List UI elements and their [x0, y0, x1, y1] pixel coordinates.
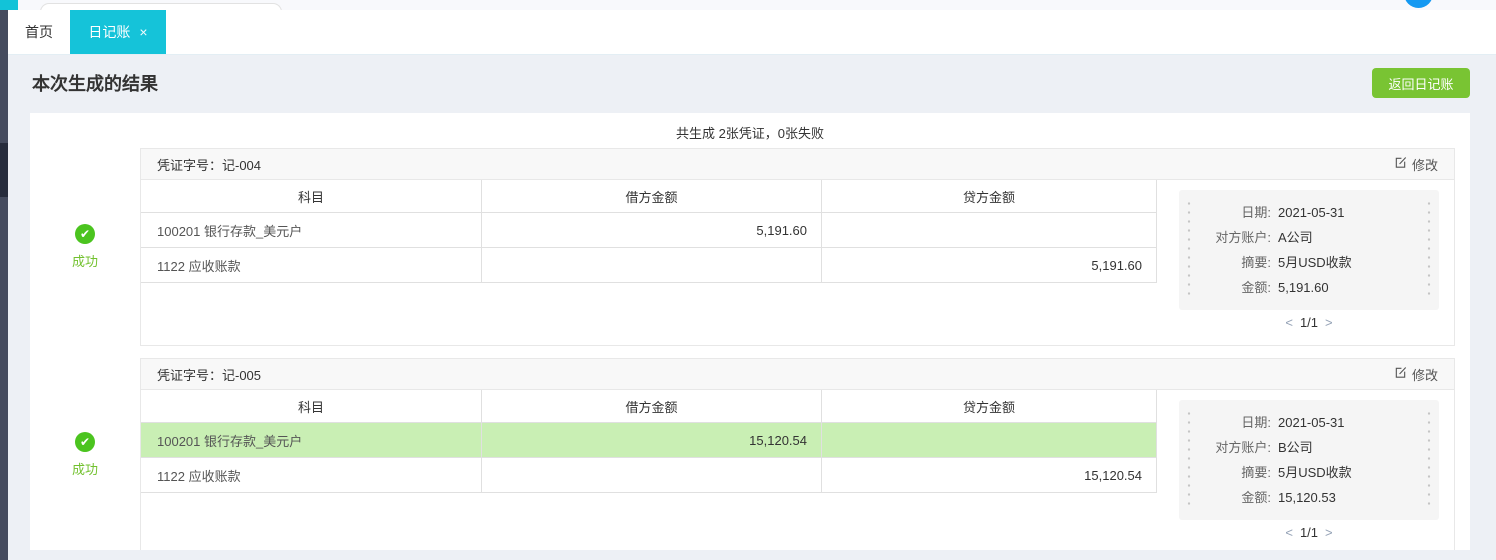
amount-label: 金额:	[1241, 280, 1271, 295]
cell-account: 1122 应收账款	[157, 468, 241, 484]
memo-label: 摘要:	[1241, 465, 1271, 480]
page-indicator: 1/1	[1299, 315, 1319, 330]
success-check-icon: ✔	[75, 224, 95, 244]
voucher-block-004: ✔ 成功 凭证字号：记-004 修改	[30, 148, 1470, 346]
amount-value: 5,191.60	[1278, 280, 1329, 295]
tab-journal-label: 日记账	[88, 24, 131, 40]
source-detail-card: 日期: 2021-05-31 对方账户: B公司 摘要: 5月USD收款 金额: 15,…	[1179, 400, 1439, 520]
voucher-card: 凭证字号：记-004 修改 科目 借方金额 贷方	[140, 148, 1455, 346]
cell-debit: 15,120.54	[481, 423, 821, 457]
voucher-number: 凭证字号：记-005	[157, 367, 262, 383]
voucher-block-005: ✔ 成功 凭证字号：记-005 修改	[30, 358, 1470, 550]
tab-home[interactable]: 首页	[25, 24, 53, 40]
col-debit: 借方金额	[481, 390, 821, 422]
cell-debit: 5,191.60	[481, 213, 821, 247]
detail-pagination: <1/1 >	[1179, 525, 1439, 540]
perforation-dots-right	[1427, 409, 1431, 511]
result-panel: 共生成 2张凭证，0张失败 ✔ 成功 凭证字号：记-004 修改	[30, 113, 1470, 550]
col-account: 科目	[297, 189, 324, 205]
prev-page-icon[interactable]: <	[1285, 525, 1293, 540]
col-credit: 贷方金额	[821, 390, 1156, 422]
table-row-highlighted[interactable]: 100201 银行存款_美元户 15,120.54	[141, 423, 1156, 458]
status-label: 成功	[71, 462, 98, 477]
date-value: 2021-05-31	[1278, 205, 1345, 220]
cell-credit	[821, 213, 1156, 247]
cell-credit: 5,191.60	[821, 248, 1156, 282]
voucher-header: 凭证字号：记-005 修改	[141, 359, 1454, 390]
counterparty-value: A公司	[1278, 230, 1313, 245]
cell-debit	[481, 248, 821, 282]
cell-credit	[821, 423, 1156, 457]
cell-account: 1122 应收账款	[157, 258, 241, 274]
detail-pagination: <1/1 >	[1179, 315, 1439, 330]
edit-icon	[1394, 156, 1407, 172]
cell-credit: 15,120.54	[821, 458, 1156, 492]
back-to-journal-button[interactable]: 返回日记账	[1372, 68, 1470, 98]
voucher-header: 凭证字号：记-004 修改	[141, 149, 1454, 180]
entries-table: 科目 借方金额 贷方金额 100201 银行存款_美元户 15,120.54 1…	[141, 390, 1157, 493]
counterparty-label: 对方账户:	[1215, 440, 1271, 455]
page-indicator: 1/1	[1299, 525, 1319, 540]
generation-summary: 共生成 2张凭证，0张失败	[675, 126, 825, 141]
memo-value: 5月USD收款	[1278, 255, 1352, 270]
edit-label: 修改	[1411, 157, 1438, 173]
collapsed-sidebar	[0, 10, 8, 560]
tab-bar: 首页 日记账 ×	[8, 10, 1496, 55]
edit-label: 修改	[1411, 367, 1438, 383]
tab-journal[interactable]: 日记账 ×	[70, 10, 166, 54]
memo-label: 摘要:	[1241, 255, 1271, 270]
status-success: ✔ 成功	[30, 148, 140, 346]
prev-page-icon[interactable]: <	[1285, 315, 1293, 330]
amount-label: 金额:	[1241, 490, 1271, 505]
table-row[interactable]: 100201 银行存款_美元户 5,191.60	[141, 213, 1156, 248]
top-strip	[0, 0, 1496, 16]
voucher-card: 凭证字号：记-005 修改 科目 借方金额 贷方	[140, 358, 1455, 550]
voucher-number: 凭证字号：记-004	[157, 157, 262, 173]
date-label: 日期:	[1241, 415, 1271, 430]
page-title: 本次生成的结果	[32, 74, 158, 94]
source-detail-card: 日期: 2021-05-31 对方账户: A公司 摘要: 5月USD收款 金额: 5,1…	[1179, 190, 1439, 310]
table-row[interactable]: 1122 应收账款 15,120.54	[141, 458, 1156, 493]
cell-debit	[481, 458, 821, 492]
cell-account: 100201 银行存款_美元户	[157, 223, 303, 239]
table-header-row: 科目 借方金额 贷方金额	[141, 180, 1156, 213]
status-label: 成功	[71, 254, 98, 269]
date-value: 2021-05-31	[1278, 415, 1345, 430]
edit-voucher-button[interactable]: 修改	[1394, 365, 1438, 384]
next-page-icon[interactable]: >	[1325, 315, 1333, 330]
perforation-dots-left	[1187, 199, 1191, 301]
counterparty-label: 对方账户:	[1215, 230, 1271, 245]
close-icon[interactable]: ×	[139, 24, 148, 40]
perforation-dots-right	[1427, 199, 1431, 301]
sidebar-active-indicator	[0, 143, 8, 197]
perforation-dots-left	[1187, 409, 1191, 511]
status-success: ✔ 成功	[30, 358, 140, 550]
entries-table: 科目 借方金额 贷方金额 100201 银行存款_美元户 5,191.60 11…	[141, 180, 1157, 283]
edit-voucher-button[interactable]: 修改	[1394, 155, 1438, 174]
next-page-icon[interactable]: >	[1325, 525, 1333, 540]
success-check-icon: ✔	[75, 432, 95, 452]
amount-value: 15,120.53	[1278, 490, 1336, 505]
edit-icon	[1394, 366, 1407, 382]
col-debit: 借方金额	[481, 180, 821, 212]
cell-account: 100201 银行存款_美元户	[157, 433, 303, 449]
counterparty-value: B公司	[1278, 440, 1313, 455]
table-header-row: 科目 借方金额 贷方金额	[141, 390, 1156, 423]
date-label: 日期:	[1241, 205, 1271, 220]
col-account: 科目	[297, 399, 324, 415]
col-credit: 贷方金额	[821, 180, 1156, 212]
app-logo-chip	[0, 0, 18, 10]
table-row[interactable]: 1122 应收账款 5,191.60	[141, 248, 1156, 283]
user-avatar[interactable]	[1404, 0, 1433, 8]
memo-value: 5月USD收款	[1278, 465, 1352, 480]
